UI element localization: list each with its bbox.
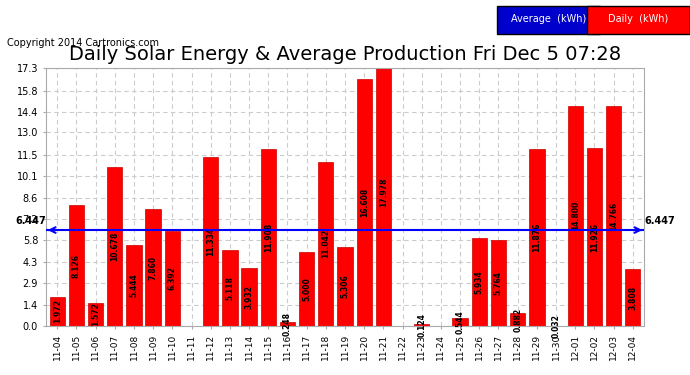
Bar — [529, 149, 544, 326]
Text: 14.766: 14.766 — [609, 201, 618, 231]
Bar — [586, 148, 602, 326]
Text: 5.000: 5.000 — [302, 277, 311, 301]
Text: 6.447: 6.447 — [644, 216, 675, 226]
Text: 11.926: 11.926 — [590, 223, 599, 252]
Text: 0.882: 0.882 — [513, 308, 522, 332]
Text: 3.808: 3.808 — [628, 286, 638, 310]
Text: 11.908: 11.908 — [264, 223, 273, 252]
Text: 1.572: 1.572 — [91, 303, 100, 326]
Bar — [375, 58, 391, 326]
Text: 1.972: 1.972 — [52, 299, 62, 323]
Bar — [606, 106, 621, 326]
Text: 0.032: 0.032 — [551, 314, 560, 338]
Bar — [453, 318, 468, 326]
Text: 14.800: 14.800 — [571, 201, 580, 231]
Text: 11.042: 11.042 — [322, 229, 331, 258]
Bar — [414, 324, 429, 326]
Text: 3.932: 3.932 — [244, 285, 254, 309]
Bar — [471, 238, 487, 326]
Bar — [69, 205, 84, 326]
Text: 5.934: 5.934 — [475, 270, 484, 294]
Text: 5.306: 5.306 — [340, 275, 350, 298]
Bar — [126, 245, 141, 326]
Text: Copyright 2014 Cartronics.com: Copyright 2014 Cartronics.com — [7, 38, 159, 48]
Bar — [50, 297, 65, 326]
Bar — [165, 231, 180, 326]
Text: 0.124: 0.124 — [417, 313, 426, 337]
Bar — [203, 157, 219, 326]
Bar — [625, 269, 640, 326]
Bar — [146, 209, 161, 326]
Text: 11.334: 11.334 — [206, 227, 215, 256]
Text: 17.978: 17.978 — [379, 177, 388, 207]
Bar — [107, 167, 123, 326]
Bar — [241, 267, 257, 326]
Bar — [567, 106, 583, 326]
Text: 5.444: 5.444 — [130, 274, 139, 297]
Bar — [299, 252, 315, 326]
Text: 0.544: 0.544 — [455, 310, 464, 334]
Text: 0.248: 0.248 — [283, 312, 292, 336]
Text: 11.876: 11.876 — [532, 223, 542, 252]
Bar — [510, 313, 525, 326]
Bar — [318, 162, 333, 326]
Text: 6.392: 6.392 — [168, 267, 177, 290]
Bar — [337, 247, 353, 326]
Text: 8.126: 8.126 — [72, 254, 81, 278]
Bar — [357, 79, 372, 326]
Bar — [261, 148, 276, 326]
Text: 5.118: 5.118 — [226, 276, 235, 300]
Text: 7.860: 7.860 — [148, 255, 158, 280]
Text: Daily  (kWh): Daily (kWh) — [608, 15, 669, 24]
Bar — [222, 250, 237, 326]
Bar — [88, 303, 103, 326]
Text: 5.764: 5.764 — [494, 271, 503, 295]
Text: Average  (kWh): Average (kWh) — [511, 15, 586, 24]
Bar — [491, 240, 506, 326]
Title: Daily Solar Energy & Average Production Fri Dec 5 07:28: Daily Solar Energy & Average Production … — [69, 45, 621, 64]
Text: 6.447: 6.447 — [15, 216, 46, 226]
Text: 10.678: 10.678 — [110, 232, 119, 261]
Bar — [279, 322, 295, 326]
Text: 16.608: 16.608 — [359, 188, 368, 217]
